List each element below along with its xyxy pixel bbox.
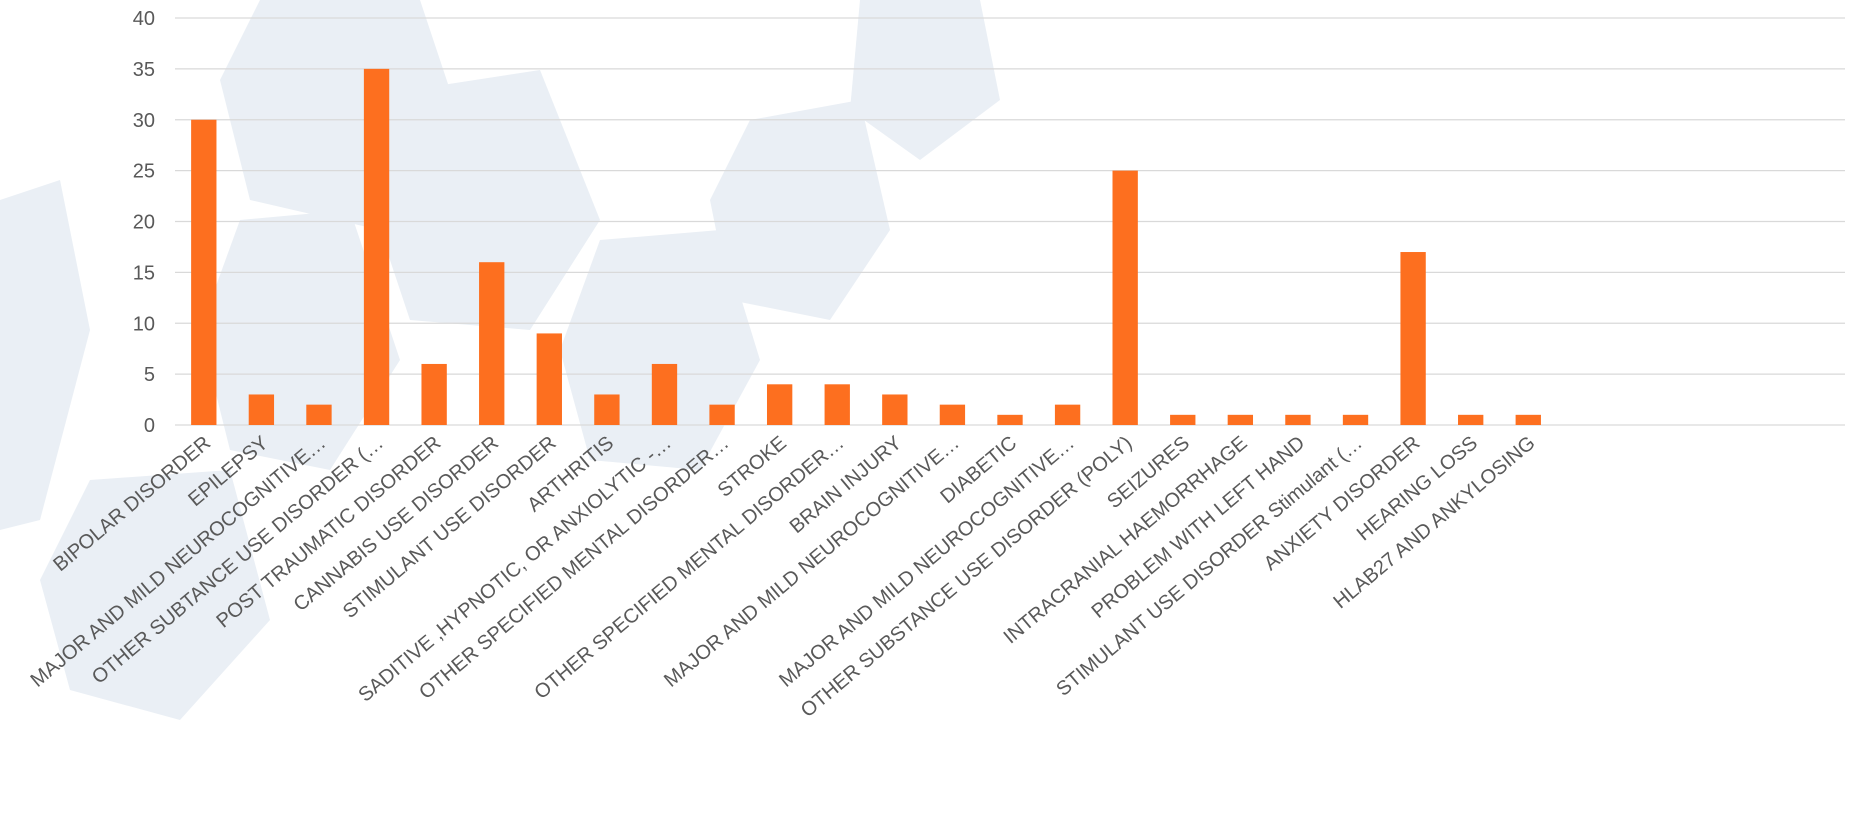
bar xyxy=(1516,415,1541,425)
y-tick-label: 10 xyxy=(133,313,155,335)
y-tick-label: 40 xyxy=(133,8,155,30)
bar xyxy=(997,415,1022,425)
bar xyxy=(479,262,504,425)
y-tick-label: 20 xyxy=(133,212,155,234)
y-tick-label: 0 xyxy=(144,415,155,437)
chart: 0510152025303540BIPOLAR DISORDEREPILEPSY… xyxy=(0,0,1854,821)
bar xyxy=(709,405,734,425)
bar xyxy=(1400,252,1425,425)
bar xyxy=(421,364,446,425)
bar xyxy=(249,394,274,425)
bar xyxy=(1285,415,1310,425)
bar xyxy=(1113,171,1138,425)
y-tick-label: 5 xyxy=(144,364,155,386)
bar xyxy=(940,405,965,425)
bar xyxy=(767,384,792,425)
bar xyxy=(306,405,331,425)
y-tick-label: 25 xyxy=(133,161,155,183)
bar xyxy=(1458,415,1483,425)
bar xyxy=(882,394,907,425)
y-tick-label: 30 xyxy=(133,110,155,132)
bar xyxy=(1343,415,1368,425)
bar xyxy=(652,364,677,425)
bar xyxy=(537,333,562,425)
bar xyxy=(191,120,216,425)
bar xyxy=(1228,415,1253,425)
y-tick-label: 15 xyxy=(133,262,155,284)
page: 0510152025303540BIPOLAR DISORDEREPILEPSY… xyxy=(0,0,1854,821)
bar xyxy=(1170,415,1195,425)
bar xyxy=(594,394,619,425)
y-tick-label: 35 xyxy=(133,59,155,81)
bar xyxy=(364,69,389,425)
bar xyxy=(1055,405,1080,425)
bar xyxy=(825,384,850,425)
